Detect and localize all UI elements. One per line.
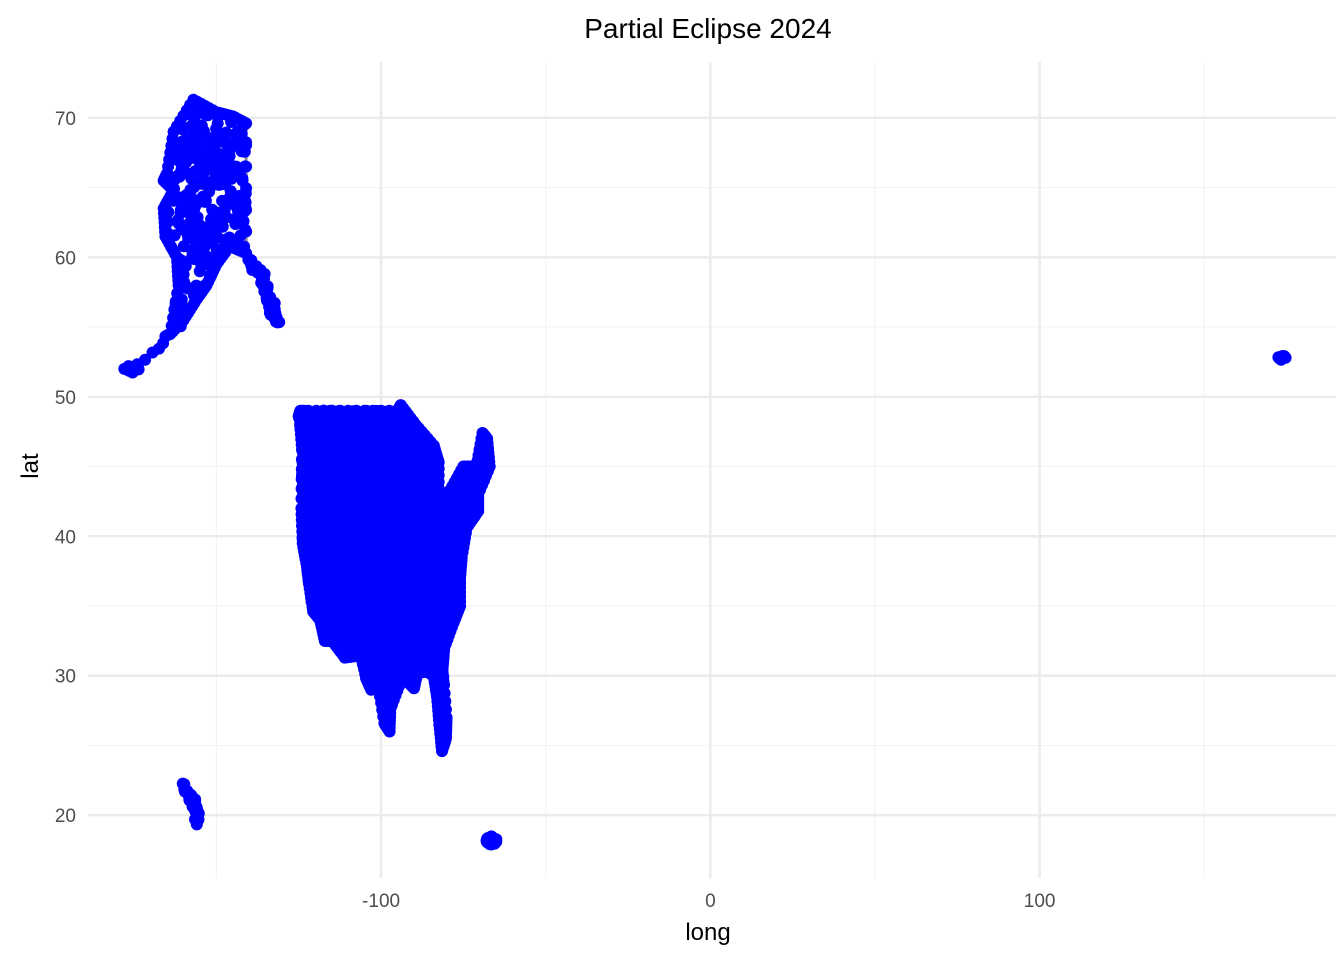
data-point bbox=[475, 432, 488, 445]
data-point bbox=[415, 650, 428, 663]
points-layer bbox=[118, 93, 1292, 851]
data-point bbox=[447, 615, 460, 628]
data-point bbox=[399, 410, 412, 423]
data-point bbox=[357, 562, 370, 574]
data-point bbox=[346, 405, 359, 418]
minor-gridlines bbox=[88, 62, 1336, 878]
data-point bbox=[369, 593, 382, 606]
major-gridlines bbox=[88, 62, 1336, 878]
